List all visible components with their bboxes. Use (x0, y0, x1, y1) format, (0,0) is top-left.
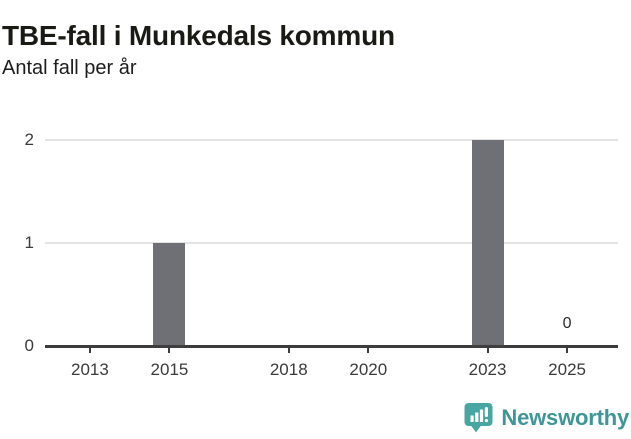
newsworthy-chart-bubble-icon (463, 402, 494, 434)
x-axis-tick-2018 (287, 348, 290, 353)
y-axis-tick-label: 0 (24, 336, 34, 355)
x-axis-tick-label: 2013 (71, 360, 109, 379)
newsworthy-logo-link[interactable]: Newsworthy (463, 402, 629, 434)
chart-title: TBE-fall i Munkedals kommun (2, 19, 395, 51)
x-axis-tick-2020 (367, 348, 370, 353)
bar-2015 (153, 243, 186, 346)
bar-value-label-2025: 0 (562, 315, 572, 332)
newsworthy-brand-text: Newsworthy (501, 405, 629, 430)
gridline-y-1 (45, 242, 618, 244)
x-axis-tick-label: 2020 (349, 360, 388, 379)
x-axis-tick-label: 2023 (468, 360, 507, 379)
x-axis-tick-label: 2015 (150, 360, 189, 379)
x-axis-tick-2013 (88, 348, 91, 353)
x-axis-tick-label: 2025 (548, 360, 586, 379)
x-axis-tick-2015 (168, 348, 171, 353)
x-axis-tick-label: 2018 (269, 360, 308, 379)
chart-subtitle: Antal fall per år (2, 57, 137, 79)
gridline-y-2 (45, 139, 618, 141)
bar-2023 (471, 140, 504, 346)
x-axis-tick-2025 (566, 348, 569, 353)
x-axis-line (45, 345, 618, 348)
y-axis-tick-label: 2 (24, 130, 34, 149)
x-axis-tick-2023 (486, 348, 489, 353)
y-axis-tick-label: 1 (24, 233, 34, 252)
